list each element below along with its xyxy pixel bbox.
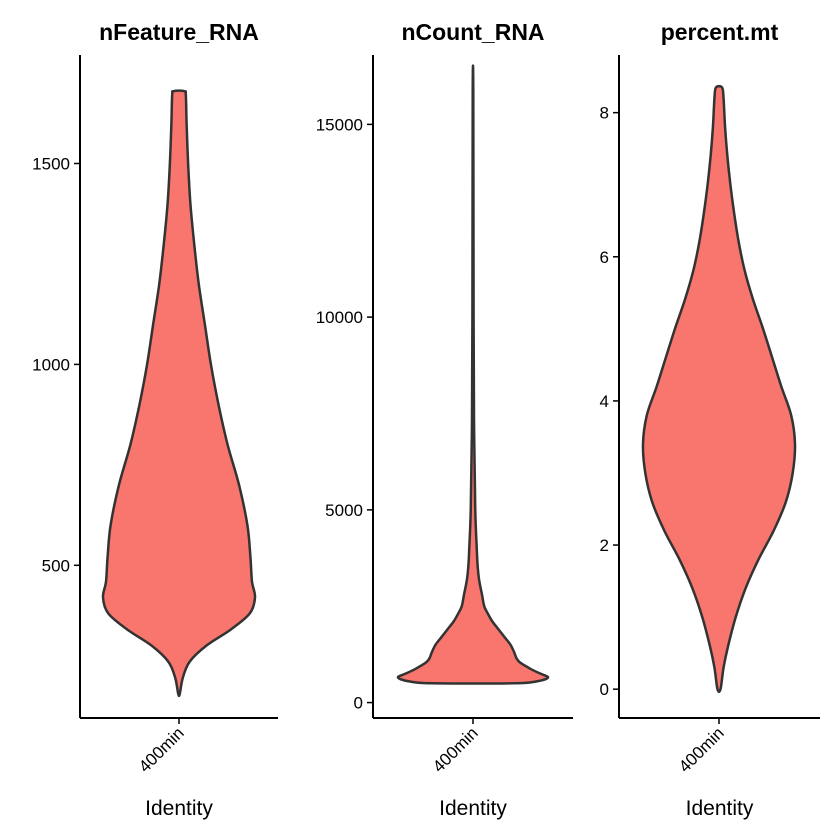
- x-tick-label: 400min: [135, 723, 188, 776]
- violin-400min: [641, 84, 797, 694]
- y-tick-label: 6: [600, 248, 609, 267]
- y-tick-label: 15000: [316, 115, 363, 134]
- panel-title: nCount_RNA: [401, 19, 544, 45]
- violin-400min: [396, 64, 550, 685]
- y-tick-label: 2: [600, 536, 609, 555]
- y-tick-label: 4: [600, 392, 609, 411]
- x-axis-title: Identity: [439, 797, 507, 820]
- y-tick-label: 1500: [32, 154, 70, 173]
- panel-nfeature-rna: 500 1000 1500 400min nFeature_RNA Identity: [32, 19, 278, 820]
- panel-ncount-rna: 0 5000 10000 15000 400min nCount_RNA Identity: [316, 19, 573, 820]
- y-tick-label: 0: [600, 680, 609, 699]
- y-tick-label: 8: [600, 104, 609, 123]
- y-tick-label: 500: [42, 556, 70, 575]
- violin-400min: [101, 89, 257, 698]
- y-tick-label: 0: [354, 694, 363, 713]
- panel-title: nFeature_RNA: [99, 19, 259, 45]
- panel-title: percent.mt: [661, 19, 779, 45]
- y-tick-label: 10000: [316, 308, 363, 327]
- y-tick-label: 5000: [325, 501, 363, 520]
- x-axis-title: Identity: [145, 797, 213, 820]
- panel-percent-mt: 0 2 4 6 8 400min percent.mt Identity: [600, 19, 820, 820]
- y-tick-label: 1000: [32, 355, 70, 374]
- x-tick-label: 400min: [675, 723, 728, 776]
- x-tick-label: 400min: [429, 723, 482, 776]
- x-axis-title: Identity: [686, 797, 754, 820]
